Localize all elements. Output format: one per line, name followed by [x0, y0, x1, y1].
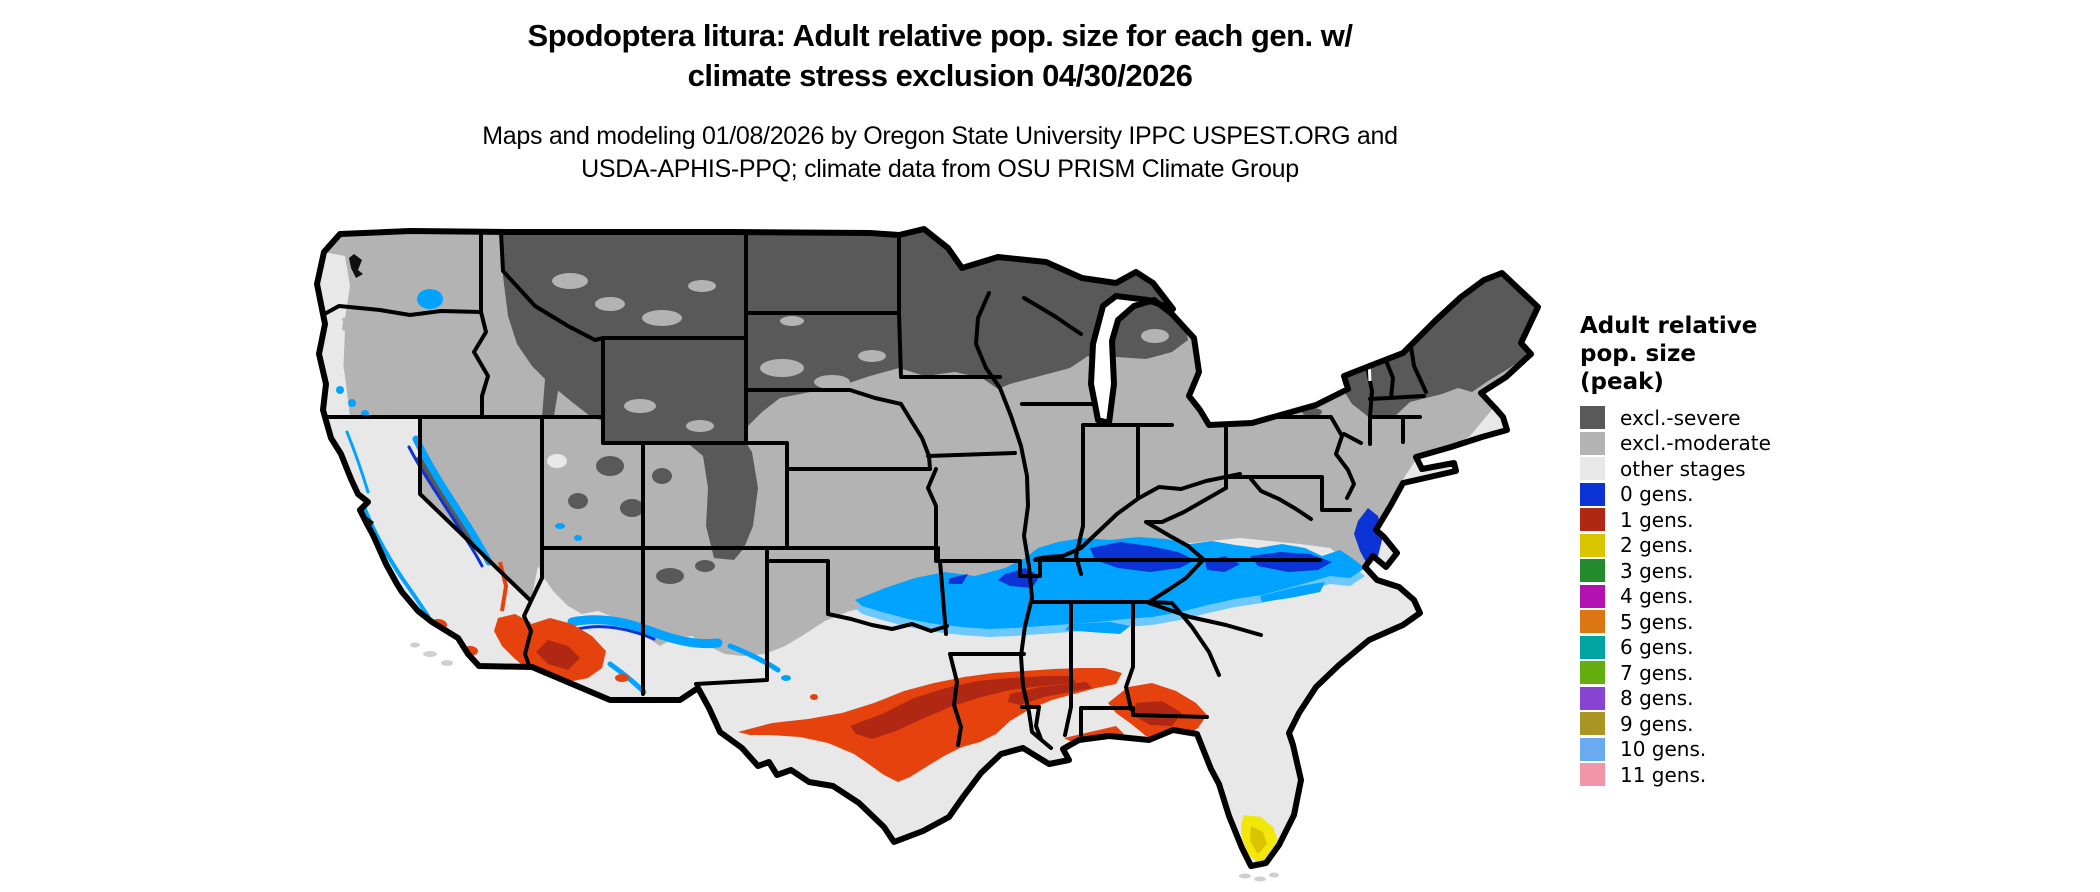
- legend-item: 8 gens.: [1580, 686, 2040, 712]
- legend-label: 9 gens.: [1620, 711, 1694, 736]
- gen2-gold-core: [1250, 826, 1267, 854]
- map-raster-layers: [317, 229, 1538, 866]
- legend: Adult relative pop. size (peak) excl.-se…: [1580, 312, 2040, 788]
- legend-label: excl.-moderate: [1620, 431, 1771, 456]
- us-generation-map: [310, 226, 1570, 888]
- page-title-line1: Spodoptera litura: Adult relative pop. s…: [527, 18, 1353, 53]
- puget-sound: [349, 254, 363, 278]
- legend-label: 0 gens.: [1620, 482, 1694, 507]
- legend-title-line1: Adult relative: [1580, 313, 1758, 339]
- dark-patch: [695, 560, 715, 572]
- legend-item: 9 gens.: [1580, 711, 2040, 737]
- offshore-islands: [410, 642, 1279, 882]
- legend-label: 8 gens.: [1620, 686, 1694, 711]
- legend-swatch: [1580, 686, 1605, 710]
- us-map-svg: [314, 226, 1541, 882]
- legend-label: excl.-severe: [1620, 405, 1741, 430]
- subtitle-line1: Maps and modeling 01/08/2026 by Oregon S…: [482, 122, 1398, 150]
- western-blue-fringes: [345, 430, 781, 695]
- legend-swatch: [1580, 431, 1605, 455]
- legend-swatch: [1580, 457, 1605, 481]
- legend-swatch: [1580, 763, 1605, 787]
- legend-label: 7 gens.: [1620, 660, 1694, 685]
- legend-item: 3 gens.: [1580, 558, 2040, 584]
- legend-item: 10 gens.: [1580, 737, 2040, 763]
- state-borders: [317, 230, 1428, 750]
- legend-label: 3 gens.: [1620, 558, 1694, 583]
- page-title-line2: climate stress exclusion 04/30/2026: [687, 58, 1193, 93]
- legend-label: 10 gens.: [1620, 737, 1707, 762]
- dark-patch: [620, 499, 644, 517]
- excl-severe-northeast: [1338, 273, 1538, 418]
- legend-item: 6 gens.: [1580, 635, 2040, 661]
- great-salt-lake: [547, 454, 567, 468]
- legend-swatch: [1580, 559, 1605, 583]
- legend-title: Adult relative pop. size (peak): [1580, 312, 2040, 396]
- legend-label: 2 gens.: [1620, 533, 1694, 558]
- legend-swatch: [1580, 737, 1605, 761]
- legend-item: 5 gens.: [1580, 609, 2040, 635]
- legend-swatch: [1580, 533, 1605, 557]
- legend-item: excl.-severe: [1580, 405, 2040, 431]
- legend-label: 1 gens.: [1620, 507, 1694, 532]
- legend-label: 5 gens.: [1620, 609, 1694, 634]
- lake-champlain: [1366, 341, 1372, 382]
- legend-swatch: [1580, 406, 1605, 430]
- legend-item: 11 gens.: [1580, 762, 2040, 788]
- dark-patch: [1273, 399, 1297, 409]
- legend-item: 7 gens.: [1580, 660, 2040, 686]
- legend-title-line3: (peak): [1580, 369, 1664, 395]
- legend-label: 6 gens.: [1620, 635, 1694, 660]
- legend-label: other stages: [1620, 456, 1746, 481]
- legend-item: 0 gens.: [1580, 482, 2040, 508]
- blue-specks: [336, 289, 791, 681]
- dark-patch: [596, 456, 624, 476]
- legend-swatch: [1580, 661, 1605, 685]
- san-francisco-bay: [364, 517, 374, 528]
- legend-item: 4 gens.: [1580, 584, 2040, 610]
- subtitle: Maps and modeling 01/08/2026 by Oregon S…: [310, 120, 1570, 186]
- subtitle-line2: USDA-APHIS-PPQ; climate data from OSU PR…: [581, 155, 1299, 183]
- dark-patch: [656, 568, 684, 584]
- gen1-dark-cores: [536, 640, 1182, 739]
- light-valleys: [317, 251, 425, 576]
- moderate-patches-north: [552, 273, 1169, 432]
- gen1-gulf-band: [494, 614, 1207, 782]
- legend-item: 2 gens.: [1580, 533, 2040, 559]
- legend-items: excl.-severe excl.-moderate other stages…: [1580, 405, 2040, 788]
- legend-title-line2: pop. size: [1580, 341, 1697, 367]
- legend-swatch: [1580, 712, 1605, 736]
- legend-item: other stages: [1580, 456, 2040, 482]
- legend-swatch: [1580, 508, 1605, 532]
- legend-label: 4 gens.: [1620, 584, 1694, 609]
- dark-patch: [568, 493, 588, 509]
- legend-swatch: [1580, 635, 1605, 659]
- legend-item: 1 gens.: [1580, 507, 2040, 533]
- legend-label: 11 gens.: [1620, 762, 1707, 787]
- gen0-dark-cores: [948, 508, 1383, 588]
- us-outline: [314, 226, 1541, 869]
- legend-swatch: [1580, 584, 1605, 608]
- legend-swatch: [1580, 482, 1605, 506]
- legend-item: excl.-moderate: [1580, 431, 2040, 457]
- dark-patch: [652, 468, 672, 484]
- header: Spodoptera litura: Adult relative pop. s…: [310, 16, 1570, 186]
- legend-swatch: [1580, 610, 1605, 634]
